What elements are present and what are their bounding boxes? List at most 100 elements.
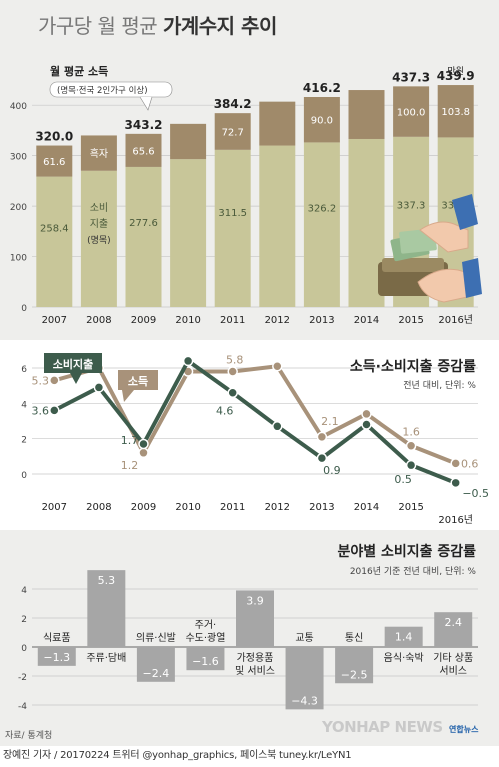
point-value-label: 0.5 [394, 473, 412, 486]
x-tick-label: 2013 [309, 502, 334, 513]
spending-label-2: 지출 [90, 218, 108, 230]
spending-value-label: 277.6 [129, 218, 158, 229]
series-line [53, 358, 457, 485]
point-value-label: 1.6 [402, 426, 420, 439]
point-value-label: −0.5 [462, 487, 489, 500]
bar-value-label: −4.3 [291, 694, 318, 707]
x-tick-label: 2007 [42, 502, 67, 513]
total-value-label: 439.9 [437, 69, 475, 83]
category-bar [285, 647, 324, 710]
total-value-label: 416.2 [303, 81, 341, 95]
y-tick-label: 200 [10, 203, 27, 213]
spending-label-3: (명목) [87, 235, 111, 246]
spending-value-label: 258.4 [40, 223, 69, 234]
x-tick-label: 2016년 [438, 314, 473, 326]
x-tick-label: 2008 [86, 502, 111, 513]
surplus-value-label: 103.8 [441, 107, 470, 118]
series-point [49, 405, 60, 416]
surplus-label: 흑자 [90, 147, 108, 160]
category-label: 및 서비스 [235, 665, 275, 677]
category-bar [87, 570, 126, 647]
surplus-bar [214, 113, 251, 150]
y-tick-label: 0 [21, 644, 27, 654]
category-label: 서비스 [439, 665, 467, 677]
series-point [405, 459, 417, 471]
title-light: 가구당 월 평균 [38, 14, 158, 38]
series-point [138, 438, 149, 450]
surplus-bar [348, 90, 385, 139]
title-bold: 가계수지 추이 [162, 14, 277, 38]
legend-title: 월 평균 소득 [50, 64, 108, 78]
y-tick-label: 2 [21, 615, 27, 625]
category-label: 수도·광열 [185, 632, 225, 644]
x-tick-label: 2013 [309, 315, 334, 326]
spending-bar [170, 159, 207, 307]
spending-bar [303, 142, 340, 307]
source-note: 자료/ 통계청 [5, 731, 53, 741]
category-bar [384, 626, 423, 647]
chart-title: 소득·소비지출 증감률 [350, 358, 476, 375]
series-point [361, 419, 372, 430]
total-value-label: 384.2 [214, 97, 252, 111]
surplus-bar [393, 86, 430, 137]
spending-bar [125, 166, 162, 307]
surplus-bar [259, 101, 296, 146]
point-value-label: 1.7 [121, 434, 139, 447]
x-tick-label: 2015 [398, 315, 423, 326]
legend-income-swatch [118, 370, 158, 390]
category-label: 주거· [195, 619, 217, 631]
total-value-label: 343.2 [125, 118, 163, 132]
category-label: 교통 [295, 632, 313, 644]
y-tick-label: 4 [21, 400, 27, 410]
y-tick-label: 0 [21, 304, 27, 314]
surplus-bar [303, 97, 340, 143]
x-tick-label: 2014 [354, 502, 379, 513]
legend-spending-pointer [70, 373, 82, 384]
y-tick-label: 0 [21, 471, 27, 481]
surplus-value-label: 72.7 [222, 127, 244, 138]
bar-value-label: 1.4 [395, 631, 413, 644]
spending-label-1: 소비 [90, 202, 108, 214]
category-bar [335, 647, 374, 684]
point-value-label: 3.6 [32, 404, 50, 417]
category-bar [37, 647, 76, 666]
income-bar-chart: 0 100 200 300 400 2007 258.4 61.6 320.0 2008 흑자소비지… [10, 64, 482, 326]
series-point [227, 387, 238, 398]
y-tick-label: 100 [10, 254, 27, 264]
series-point [272, 421, 283, 432]
bar-value-label: −2.4 [143, 667, 170, 680]
x-tick-label: 2011 [220, 315, 245, 326]
y-tick-label: -4 [18, 702, 27, 712]
surplus-value-label: 61.6 [43, 157, 65, 168]
x-tick-label: 2007 [42, 315, 67, 326]
legend-income-pointer [122, 390, 134, 402]
series-point [450, 477, 461, 489]
x-tick-label: 2015 [398, 502, 423, 513]
bar-value-label: 5.3 [98, 574, 116, 587]
bar-value-label: 3.9 [246, 594, 264, 607]
series-point [93, 382, 105, 393]
credit-line: 장예진 기자 / 20170224 트위터 @yonhap_graphics, … [3, 750, 352, 761]
category-label: 통신 [345, 632, 363, 644]
unit-label: 만원 [447, 66, 464, 77]
series-point [405, 440, 417, 451]
surplus-bar [36, 145, 73, 177]
category-bar-chart: 분야별 소비지출 증감률 2016년 기준 전년 대비, 단위: % -4 -2 0 2 4… [18, 543, 478, 712]
category-label: 식료품 [43, 632, 71, 644]
point-value-label: 4.6 [216, 405, 234, 418]
page-title: 가구당 월 평균 가계수지 추이 [38, 10, 277, 39]
y-tick-label: 400 [10, 102, 27, 112]
point-value-label: 0.9 [323, 464, 341, 477]
y-tick-label: 4 [21, 586, 27, 596]
x-tick-label: 2009 [131, 315, 156, 326]
surplus-value-label: 90.0 [311, 116, 333, 127]
yonhap-logo-small: 연합뉴스 [449, 725, 479, 734]
series-point [272, 360, 283, 372]
surplus-bar [80, 135, 117, 171]
spending-value-label: 311.5 [218, 208, 247, 219]
x-tick-label: 2016년 [438, 514, 473, 526]
income-legend: 월 평균 소득 (명목·전국 2인가구 이상) [49, 64, 173, 111]
series-point [316, 452, 328, 464]
series-point [316, 431, 328, 443]
